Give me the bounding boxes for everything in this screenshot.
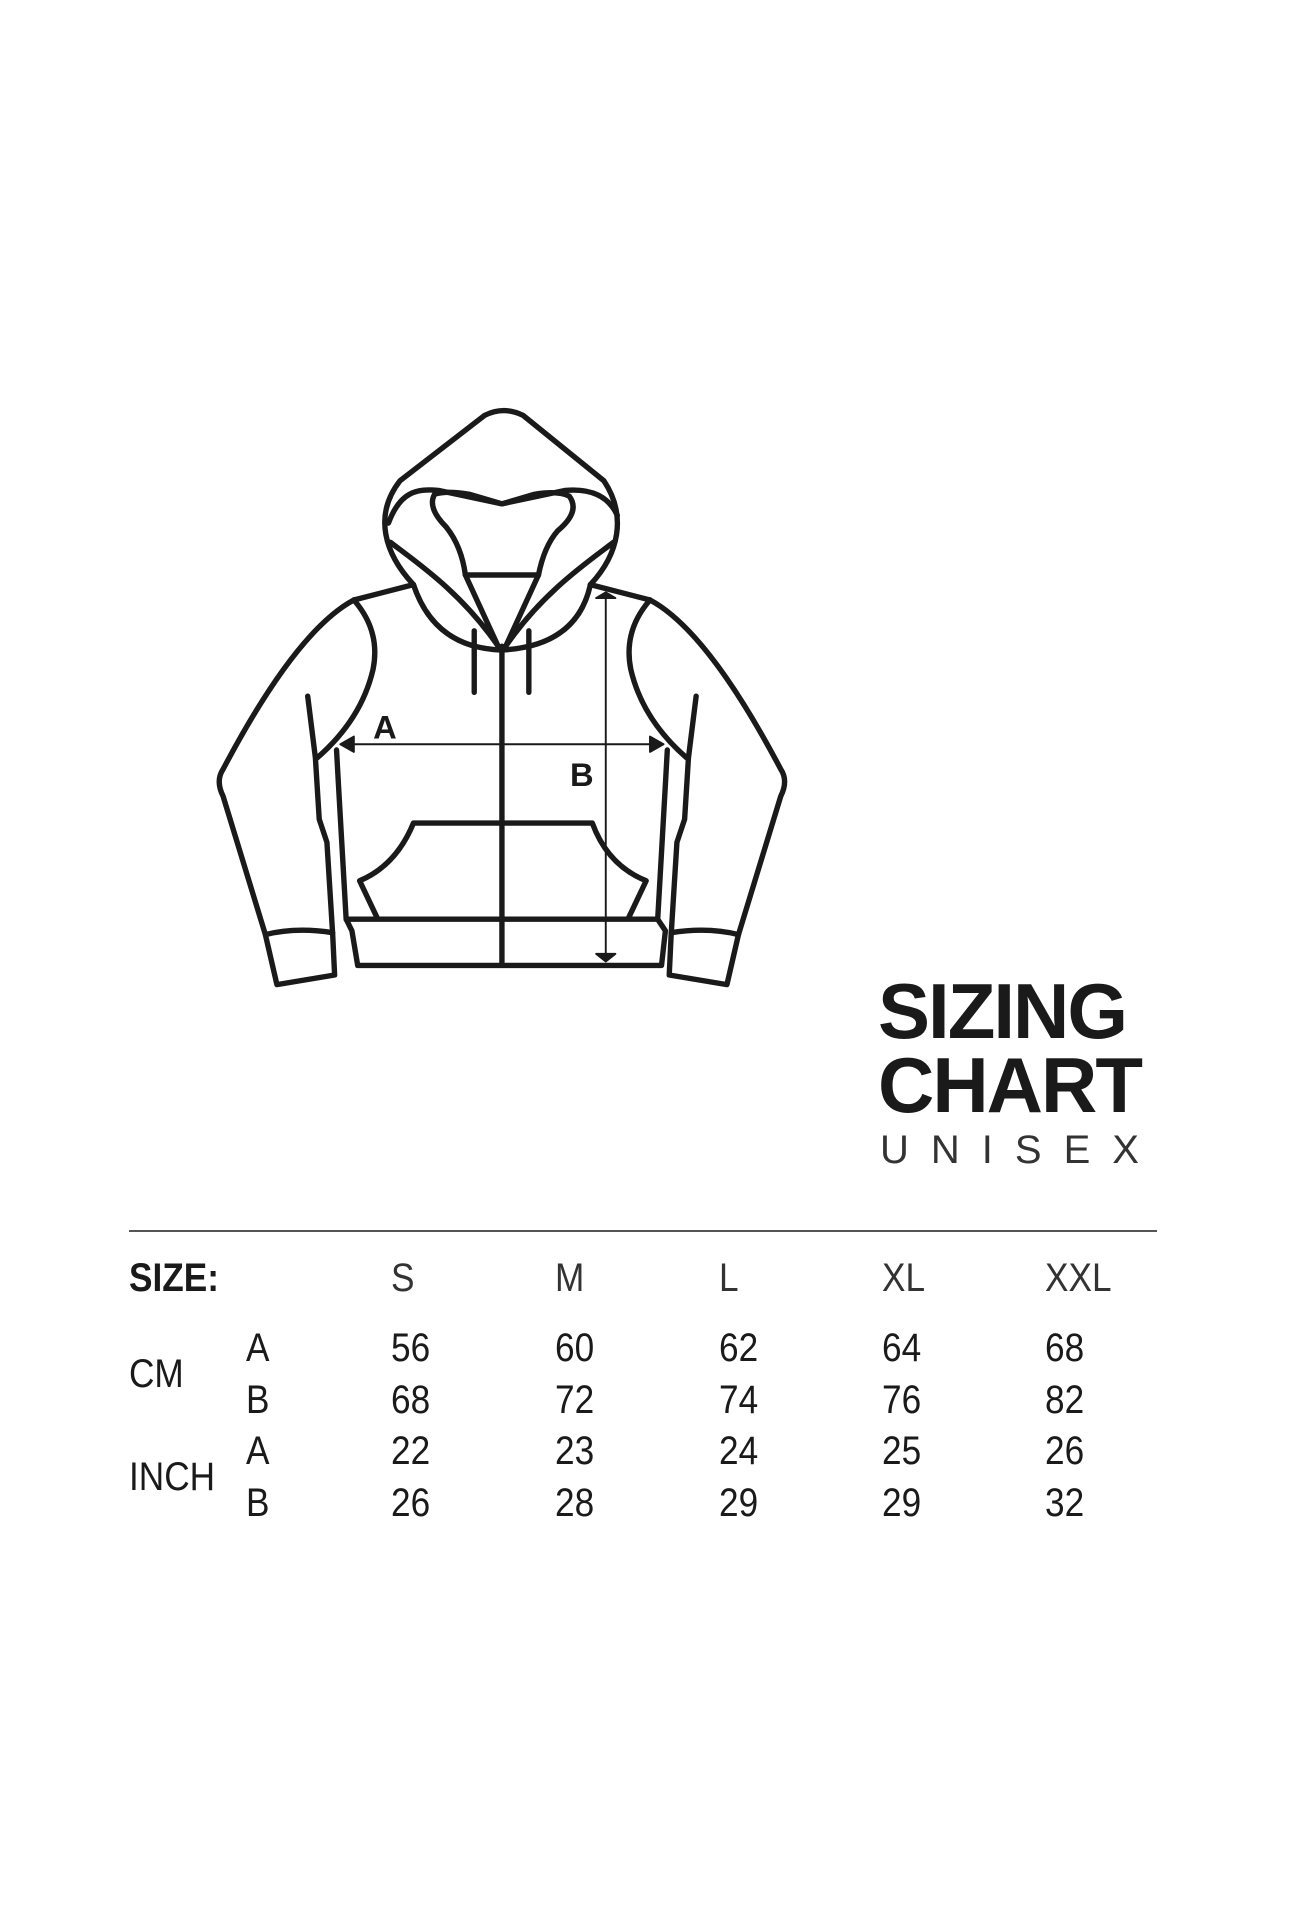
table-cell: 76 [882, 1378, 922, 1422]
table-cell: 68 [391, 1378, 431, 1422]
table-cell: 22 [391, 1429, 431, 1473]
size-header: S [391, 1256, 415, 1300]
table-cell: 29 [719, 1481, 759, 1525]
measure-label: A [246, 1429, 270, 1473]
title-sizing: SIZING [878, 967, 1128, 1055]
unit-label: CM [129, 1352, 184, 1396]
divider [129, 1230, 1157, 1232]
table-cell: 60 [555, 1326, 595, 1370]
drawstrings [471, 628, 532, 696]
table-cell: 64 [882, 1326, 922, 1370]
hoodie-diagram: A B [216, 407, 788, 988]
table-cell: 29 [882, 1481, 922, 1525]
measure-b-arrow [595, 591, 617, 963]
hood [382, 407, 621, 653]
title-chart: CHART [878, 1041, 1143, 1129]
measure-label: B [246, 1378, 270, 1422]
table-cell: 56 [391, 1326, 431, 1370]
table-cell: 26 [1045, 1429, 1085, 1473]
measure-label: B [246, 1481, 270, 1525]
measure-label: A [246, 1326, 270, 1370]
size-header: XL [882, 1256, 926, 1300]
table-cell: 23 [555, 1429, 595, 1473]
size-header: M [555, 1256, 585, 1300]
measure-a-arrow [339, 735, 665, 753]
label-a: A [373, 708, 397, 745]
subtitle-unisex: UNISEX [880, 1128, 1161, 1172]
table-cell: 74 [719, 1378, 759, 1422]
size-header: XXL [1045, 1256, 1112, 1300]
table-cell: 68 [1045, 1326, 1085, 1370]
table-cell: 25 [882, 1429, 922, 1473]
table-cell: 28 [555, 1481, 595, 1525]
table-cell: 62 [719, 1326, 759, 1370]
table-cell: 24 [719, 1429, 759, 1473]
size-header: L [719, 1256, 739, 1300]
table-cell: 26 [391, 1481, 431, 1525]
table-cell: 82 [1045, 1378, 1085, 1422]
size-label: SIZE: [129, 1256, 219, 1300]
label-b: B [570, 756, 594, 793]
table-cell: 32 [1045, 1481, 1085, 1525]
unit-label: INCH [129, 1455, 216, 1499]
table-cell: 72 [555, 1378, 595, 1422]
